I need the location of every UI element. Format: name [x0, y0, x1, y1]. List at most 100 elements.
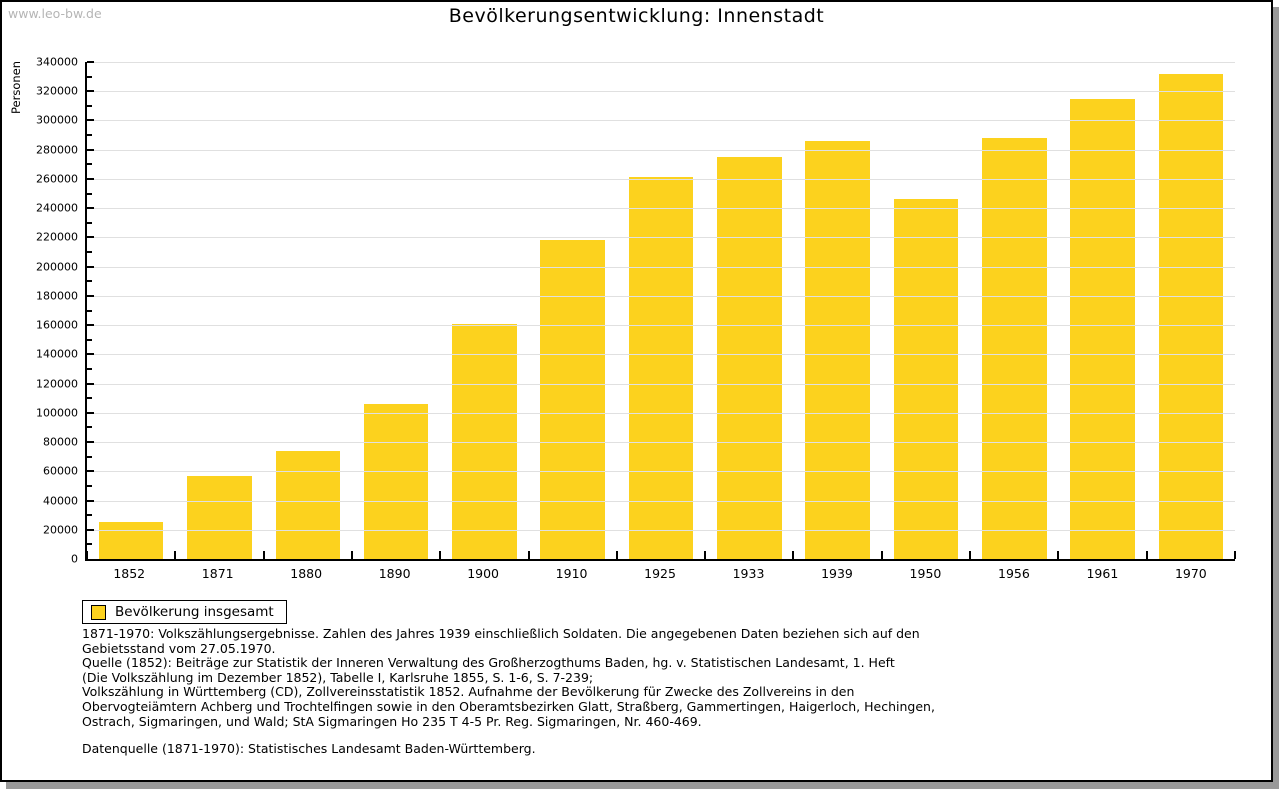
gridline — [87, 471, 1235, 473]
y-axis-major-tick — [87, 207, 94, 210]
y-axis-tick-label: 100000 — [36, 406, 78, 420]
x-axis-label: 1925 — [644, 566, 676, 581]
gridline — [87, 208, 1235, 210]
gridline — [87, 62, 1235, 63]
y-axis-tick-label: 0 — [71, 552, 78, 566]
x-axis-label: 1880 — [290, 566, 323, 581]
bar-cell — [882, 62, 970, 559]
y-axis-minor-tick — [87, 104, 92, 107]
y-axis-tick-label: 60000 — [43, 464, 78, 478]
bar-1925 — [628, 177, 694, 559]
x-axis-label: 1890 — [378, 566, 411, 581]
x-axis-label: 1939 — [821, 566, 853, 581]
y-axis-minor-tick — [87, 397, 92, 400]
chart-title: Bevölkerungsentwicklung: Innenstadt — [448, 5, 825, 27]
y-axis-tick-label: 20000 — [43, 523, 78, 537]
bar-cell — [1147, 62, 1235, 559]
y-axis-tick-label: 80000 — [43, 435, 78, 449]
x-axis-tick — [350, 551, 353, 559]
x-axis-label: 1956 — [998, 566, 1030, 581]
y-axis-tick-label: 160000 — [36, 318, 78, 332]
x-axis-label: 1950 — [909, 566, 942, 581]
bar-cell — [264, 62, 352, 559]
y-axis-major-tick — [87, 499, 94, 502]
y-axis-tick-label: 40000 — [43, 494, 78, 508]
x-axis-tick — [969, 551, 972, 559]
legend: Bevölkerung insgesamt — [82, 600, 287, 624]
bar-cell — [1058, 62, 1146, 559]
y-axis-major-tick — [87, 236, 94, 239]
y-axis-major-tick — [87, 528, 94, 531]
x-axis-label: 1871 — [201, 566, 234, 581]
y-axis-major-tick — [87, 61, 94, 63]
x-axis-labels: 1852 1871 1880 1890 1900 1910 1925 1933 1939 1950… — [85, 566, 1235, 581]
y-axis-major-tick — [87, 353, 94, 356]
footnote-line: 1871-1970: Volkszählungsergebnisse. Zahl… — [82, 626, 920, 641]
bar-1950 — [893, 199, 959, 559]
bar-1961 — [1070, 98, 1135, 559]
y-axis-major-tick — [87, 324, 94, 327]
gridline — [87, 442, 1235, 444]
gridline — [87, 412, 1235, 414]
y-axis-tick-label: 260000 — [36, 172, 78, 186]
bar-cell — [794, 62, 882, 559]
bars-container — [87, 62, 1235, 559]
x-axis-tick — [704, 551, 707, 559]
y-axis-minor-tick — [87, 75, 92, 78]
x-axis-tick — [439, 551, 442, 559]
bar-1890 — [363, 404, 429, 559]
x-axis-label: 1910 — [555, 566, 588, 581]
bar-1939 — [805, 140, 870, 559]
y-axis-tick-label: 240000 — [36, 201, 78, 215]
y-axis-major-tick — [87, 441, 94, 444]
footnote-line: Obervogteiämtern Achberg und Trochtelfin… — [82, 698, 935, 714]
gridline — [87, 354, 1235, 356]
y-axis-minor-tick — [87, 192, 92, 195]
y-axis-minor-tick — [87, 251, 92, 254]
x-axis-tick — [880, 551, 883, 559]
y-axis-tick-label: 220000 — [36, 230, 78, 244]
footnote-line: Ostrach, Sigmaringen, und Wald; StA Sigm… — [82, 713, 702, 729]
bar-1900 — [452, 323, 517, 559]
y-axis-minor-tick — [87, 543, 92, 546]
y-axis-major-tick — [87, 265, 94, 268]
y-axis-minor-tick — [87, 338, 92, 341]
gridline — [87, 178, 1235, 180]
gridline — [87, 266, 1235, 268]
x-axis-tick — [792, 551, 795, 559]
gridline — [87, 295, 1235, 297]
y-axis-tick-label: 120000 — [36, 377, 78, 391]
x-axis-label: 1961 — [1086, 566, 1119, 581]
x-axis-label: 1970 — [1174, 566, 1207, 581]
datasource-line: Datenquelle (1871-1970): Statistisches L… — [82, 741, 536, 757]
x-axis-label: 1852 — [113, 566, 146, 581]
gridline — [87, 325, 1235, 327]
bar-1956 — [982, 138, 1047, 559]
y-axis-tick-label: 320000 — [36, 84, 78, 98]
bar-1880 — [275, 450, 340, 559]
bar-cell — [529, 62, 617, 559]
watermark: www.leo-bw.de — [8, 6, 102, 21]
y-axis-major-tick — [87, 119, 94, 122]
bar-1933 — [717, 157, 782, 559]
y-axis-minor-tick — [87, 221, 92, 224]
footnote-line: (Die Volkszählung im Dezember 1852), Tab… — [82, 669, 594, 685]
bar-cell — [440, 62, 528, 559]
x-axis-tick — [174, 551, 177, 559]
y-axis-major-tick — [87, 411, 94, 414]
gridline — [87, 91, 1235, 93]
y-axis-tick-label: 200000 — [36, 260, 78, 274]
bar-1871 — [187, 475, 252, 559]
y-axis-minor-tick — [87, 484, 92, 487]
footnote-line: Quelle (1852): Beiträge zur Statistik de… — [82, 655, 895, 671]
bar-cell — [617, 62, 705, 559]
bar-1852 — [98, 522, 164, 559]
bar-cell — [970, 62, 1058, 559]
gridline — [87, 120, 1235, 122]
x-axis-tick — [262, 551, 265, 559]
plot-area — [85, 61, 1236, 561]
y-axis-major-tick — [87, 382, 94, 385]
y-axis-major-tick — [87, 177, 94, 180]
y-axis-minor-tick — [87, 280, 92, 283]
x-axis-tick — [527, 551, 530, 559]
